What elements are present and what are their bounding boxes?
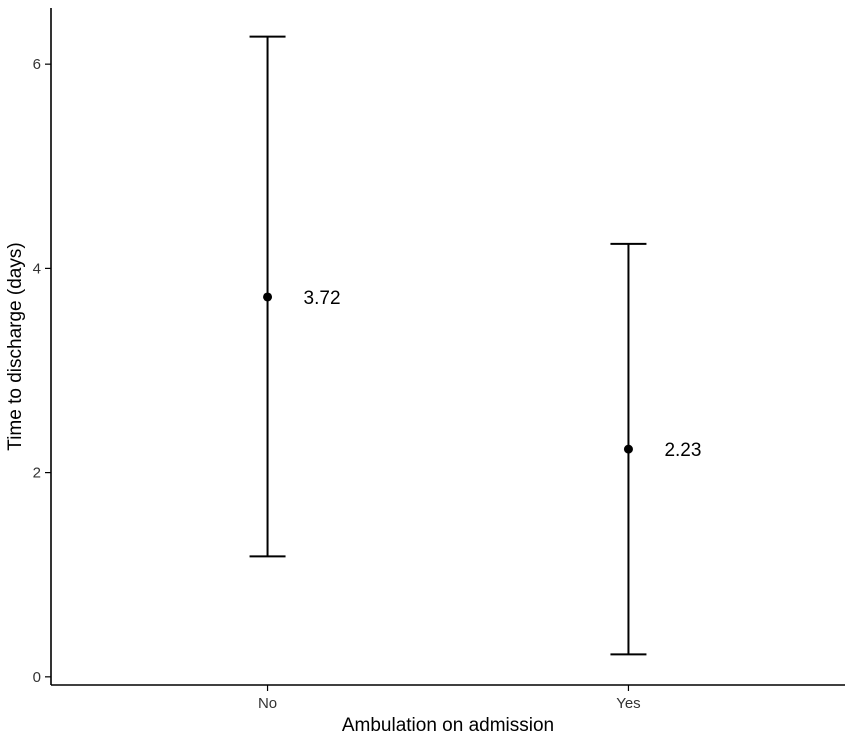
y-tick-label-0: 0 bbox=[33, 669, 41, 686]
plot-marks: 3.72 2.23 bbox=[249, 35, 701, 656]
y-tick-label-1: 2 bbox=[33, 465, 41, 482]
data-label-0: 3.72 bbox=[304, 288, 341, 309]
data-label-1: 2.23 bbox=[664, 440, 701, 461]
x-axis-ticks: No Yes bbox=[258, 685, 641, 712]
y-tick-label-3: 6 bbox=[33, 56, 41, 73]
y-tick-label-2: 4 bbox=[33, 260, 41, 277]
y-axis-ticks: 0 2 4 6 bbox=[33, 56, 51, 686]
x-tick-label-1: Yes bbox=[616, 695, 640, 712]
point-0 bbox=[263, 292, 273, 302]
point-1 bbox=[623, 444, 633, 454]
y-axis-title: Time to discharge (days) bbox=[5, 242, 26, 450]
x-axis-title: Ambulation on admission bbox=[342, 715, 554, 736]
x-tick-label-0: No bbox=[258, 695, 277, 712]
